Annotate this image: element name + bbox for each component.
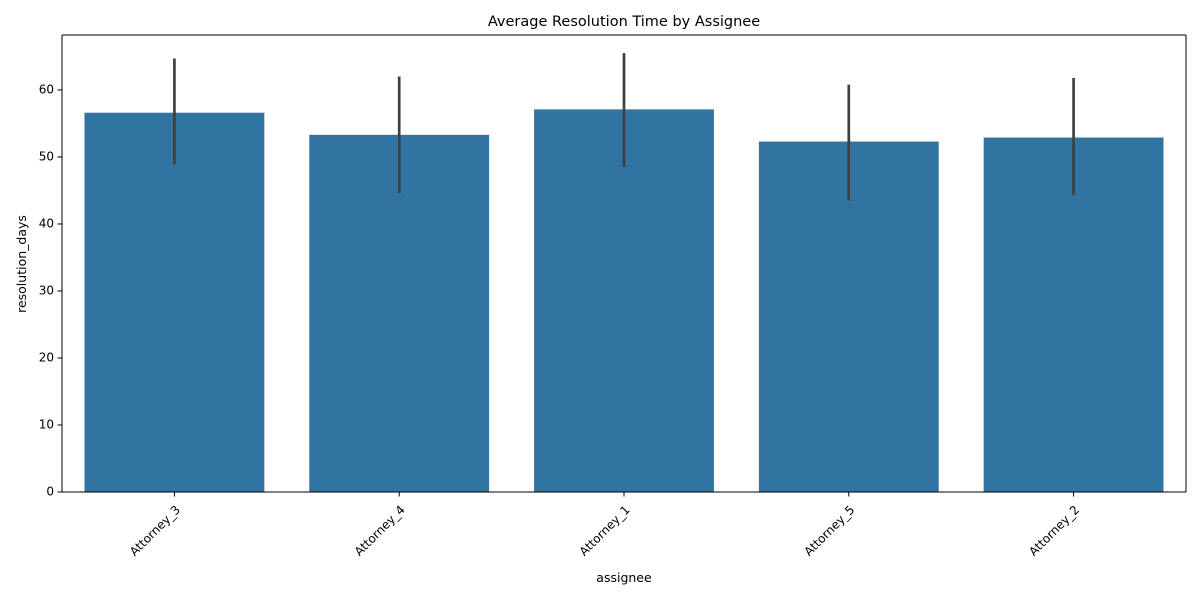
y-tick-label-30: 30 [39, 283, 54, 297]
x-tick-label-Attorney_3: Attorney_3 [127, 503, 183, 559]
x-tick-label-Attorney_4: Attorney_4 [352, 503, 408, 559]
y-tick-label-20: 20 [39, 350, 54, 364]
plot-area: Attorney_3 Attorney_4 Attorney_1 Attorney_5… [39, 34, 1187, 559]
y-tick-label-60: 60 [39, 82, 54, 96]
x-tick-label-Attorney_1: Attorney_1 [577, 503, 633, 559]
y-tick-label-0: 0 [46, 485, 54, 499]
y-axis-label: resolution_days [14, 215, 29, 313]
bar-Attorney_4 [309, 134, 490, 492]
bar-Attorney_1 [534, 109, 714, 492]
chart-title: Average Resolution Time by Assignee [488, 14, 760, 30]
x-tick-label-Attorney_2: Attorney_2 [1026, 503, 1082, 559]
bar-Attorney_2 [983, 137, 1164, 492]
x-axis-label: assignee [596, 570, 652, 585]
y-tick-label-10: 10 [39, 417, 54, 431]
x-tick-label-Attorney_5: Attorney_5 [801, 503, 857, 559]
bar-Attorney_3 [84, 112, 265, 492]
y-tick-label-40: 40 [39, 216, 54, 230]
y-tick-label-50: 50 [39, 149, 54, 163]
